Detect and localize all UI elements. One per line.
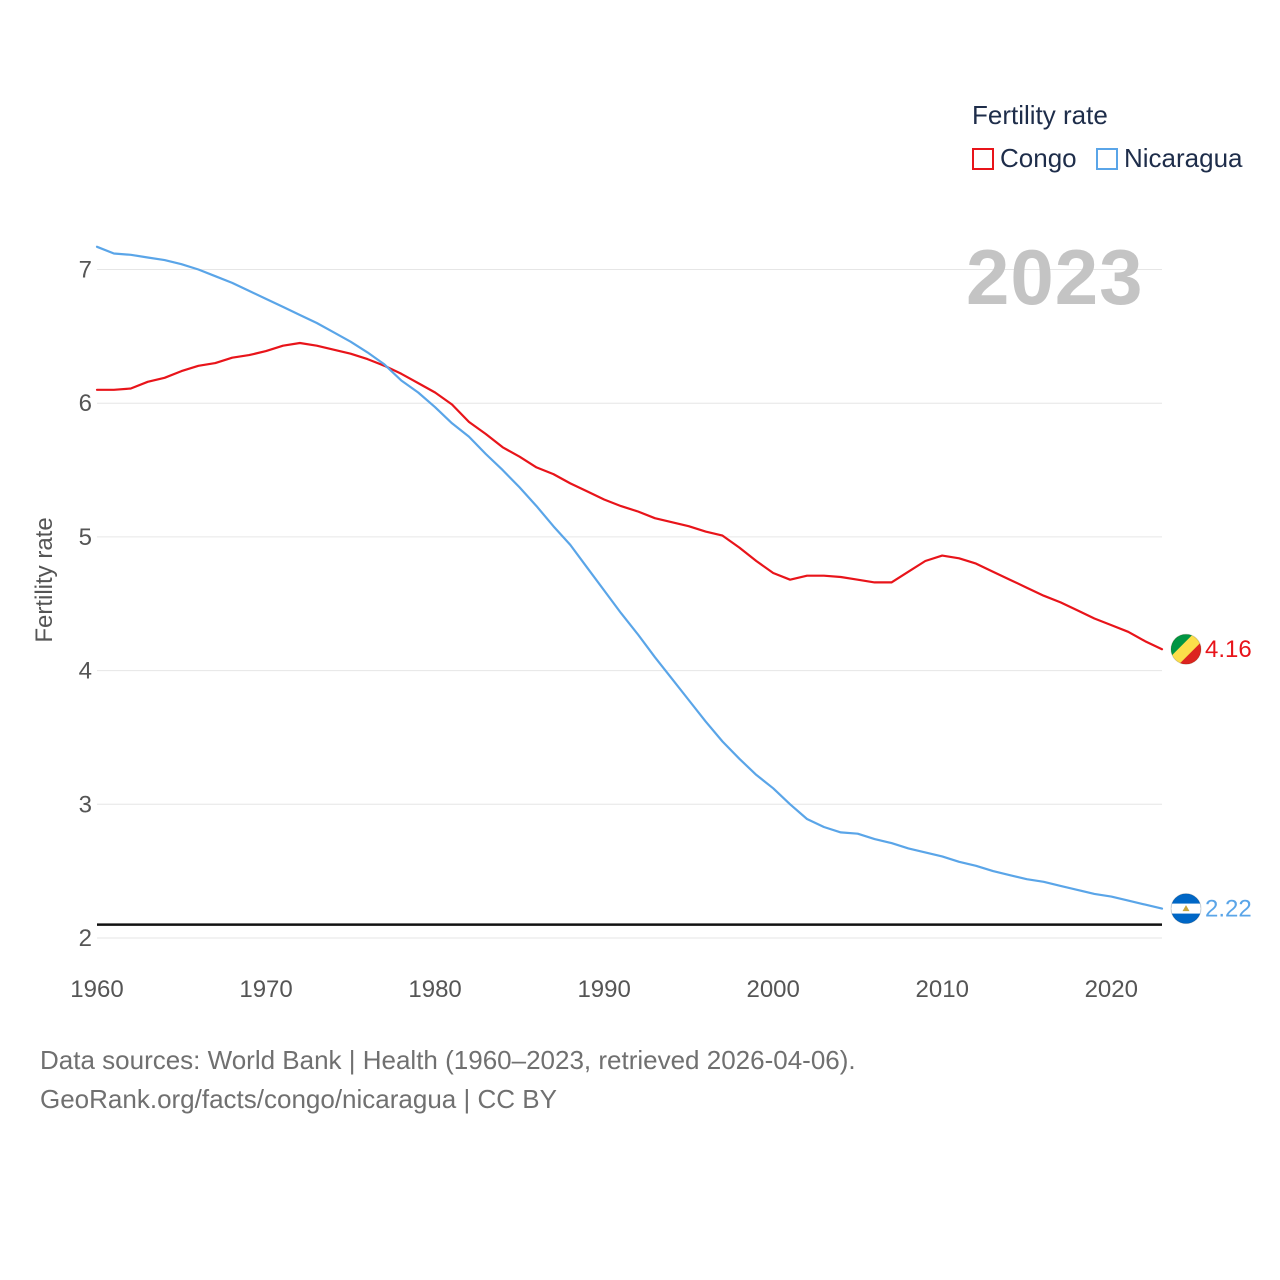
x-tick-label: 1970 bbox=[239, 976, 292, 1003]
legend-swatch-nicaragua bbox=[1096, 147, 1118, 170]
legend-label-nicaragua: Nicaragua bbox=[1124, 143, 1243, 173]
x-tick-label: 1960 bbox=[70, 976, 123, 1003]
x-tick-label: 2010 bbox=[916, 976, 969, 1003]
nicaragua-flag-icon bbox=[1171, 893, 1201, 924]
end-value-label-congo: 4.16 bbox=[1205, 636, 1252, 663]
x-tick-label: 1980 bbox=[408, 976, 461, 1003]
congo-flag-icon bbox=[1171, 634, 1201, 665]
y-axis-label: Fertility rate bbox=[31, 517, 58, 642]
x-tick-label: 1990 bbox=[577, 976, 630, 1003]
y-tick-label: 7 bbox=[79, 257, 92, 284]
legend-item-nicaragua[interactable]: Nicaragua bbox=[1096, 143, 1243, 174]
y-tick-label: 3 bbox=[79, 791, 92, 818]
y-tick-label: 5 bbox=[79, 524, 92, 551]
year-display: 2023 bbox=[966, 233, 1144, 321]
y-tick-label: 4 bbox=[79, 658, 92, 685]
series-line-nicaragua bbox=[95, 245, 1164, 910]
end-value-label-nicaragua: 2.22 bbox=[1205, 896, 1252, 923]
x-tick-label: 2000 bbox=[746, 976, 799, 1003]
series-line-congo bbox=[95, 341, 1164, 651]
legend-swatch-congo bbox=[972, 147, 994, 170]
legend-title: Fertility rate bbox=[972, 100, 1108, 130]
legend-item-congo[interactable]: Congo bbox=[972, 143, 1077, 174]
flag-border bbox=[1170, 893, 1202, 925]
footer-sources: Data sources: World Bank | Health (1960–… bbox=[40, 1045, 856, 1075]
footer-credit: GeoRank.org/facts/congo/nicaragua | CC B… bbox=[40, 1084, 557, 1114]
x-tick-label: 2020 bbox=[1085, 976, 1138, 1003]
legend-label-congo: Congo bbox=[1000, 143, 1077, 173]
flag-border bbox=[1170, 633, 1202, 665]
y-tick-label: 2 bbox=[79, 925, 92, 952]
y-tick-label: 6 bbox=[79, 390, 92, 417]
